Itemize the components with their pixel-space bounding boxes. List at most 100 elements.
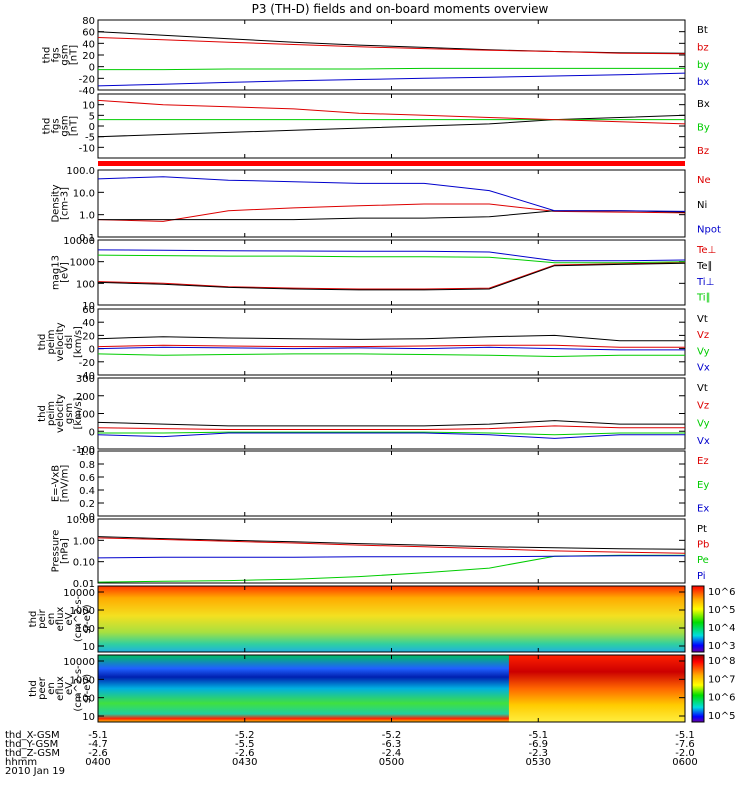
series-line xyxy=(97,37,686,55)
footer-value: 0430 xyxy=(232,757,257,768)
y-tick-label: 1.0 xyxy=(79,447,95,458)
series-line xyxy=(97,72,686,87)
panel-10: 10^8 10^7 10^6 10^5 10000 1000 100 10thdpeerene… xyxy=(28,654,735,723)
series-line xyxy=(97,254,686,264)
y-axis-label: thdpeerenefluxeV(cm^2-s-sr-eV) xyxy=(28,665,93,712)
y-tick-label: 1000 xyxy=(70,258,95,269)
legend-label: Vt xyxy=(697,383,708,394)
legend-label: Te⊥ xyxy=(696,245,716,256)
footer-value: -5.1 xyxy=(528,730,548,741)
y-tick-label: 1000 xyxy=(70,675,95,686)
spectrogram xyxy=(98,586,685,652)
footer-date: 2010 Jan 19 xyxy=(5,766,65,777)
legend-label: Vt xyxy=(697,314,708,325)
legend-label: Vy xyxy=(697,346,710,357)
y-tick-label: 0.4 xyxy=(79,486,95,497)
footer-value: -5.2 xyxy=(382,730,402,741)
colorbar-label: 10^5 xyxy=(708,711,735,722)
y-tick-label: 200 xyxy=(76,392,95,403)
legend-label: bz xyxy=(697,42,709,53)
legend-label: Ex xyxy=(697,504,709,515)
y-tick-label: 100 xyxy=(76,624,95,635)
footer-value: -2.4 xyxy=(382,748,402,759)
y-axis-label: Density[cm-3] xyxy=(51,184,71,222)
footer-value: 0400 xyxy=(85,757,110,768)
footer-value: -5.5 xyxy=(235,739,255,750)
panel-7: 1.0 0.8 0.6 0.4 0.2 0.0 E=-VxB[mV/m] Ez Ey Ex xyxy=(51,447,710,523)
legend-label: Pe xyxy=(697,555,709,566)
legend-label: Ne xyxy=(697,175,711,186)
y-tick-label: 0 xyxy=(89,63,95,74)
legend-label: Pb xyxy=(697,540,709,551)
series-line xyxy=(97,537,686,554)
y-tick-label: -20 xyxy=(79,74,95,85)
y-axis-label: mag13[eV] xyxy=(51,255,71,290)
panel-frame xyxy=(97,169,686,238)
footer-value: 0600 xyxy=(672,757,697,768)
legend-label: bx xyxy=(697,77,709,88)
legend-label: Vz xyxy=(697,401,709,412)
panel-frame xyxy=(97,308,686,376)
legend-label: by xyxy=(697,60,709,71)
legend-label: Vy xyxy=(697,418,710,429)
footer-value: -6.3 xyxy=(382,739,402,750)
footer-row-label: thd_Y-GSM xyxy=(5,739,58,750)
panel-6: 300 200 100 0 -100 thdpeimvelocitygsm[km/s] Vt… xyxy=(37,374,710,456)
y-tick-label: 1000 xyxy=(70,606,95,617)
y-axis-label: thdpeimvelocitydsl[km/s] xyxy=(37,322,84,361)
panel-frame xyxy=(97,450,686,517)
footer-value: -2.6 xyxy=(88,748,108,759)
legend-label: Bx xyxy=(697,99,710,110)
series-line xyxy=(97,334,685,342)
panels: 806040200-20-40thdfgsgsm[nT]Btbzbybx1050… xyxy=(28,16,735,723)
colorbar-label: 10^4 xyxy=(708,623,735,634)
panel-frame xyxy=(97,377,686,450)
footer-row-label: thd_X-GSM xyxy=(5,730,60,741)
legend-label: Bt xyxy=(697,25,708,36)
y-tick-label: 100 xyxy=(76,410,95,421)
series-line xyxy=(97,554,685,583)
footer-value: -5.2 xyxy=(235,730,255,741)
separator-bar xyxy=(98,161,685,166)
panel-frame xyxy=(97,93,686,159)
series-line xyxy=(97,31,686,54)
colorbar xyxy=(691,654,705,723)
series-line xyxy=(97,420,685,427)
spectrogram-hot-region xyxy=(508,655,685,722)
footer-value: -2.0 xyxy=(675,748,695,759)
series-line xyxy=(97,176,686,212)
y-tick-label: -40 xyxy=(79,371,95,382)
colorbar xyxy=(691,585,705,653)
y-tick-label: 10000 xyxy=(63,588,95,599)
colorbar-label: 10^6 xyxy=(708,693,735,704)
y-tick-label: 100 xyxy=(76,279,95,290)
y-tick-label: -5 xyxy=(85,133,95,144)
legend-label: Pt xyxy=(697,524,707,535)
y-tick-label: 10000 xyxy=(63,657,95,668)
series-line xyxy=(97,114,686,138)
series-line xyxy=(97,353,685,358)
y-tick-label: 10 xyxy=(82,642,95,653)
colorbar-label: 10^8 xyxy=(708,656,735,667)
series-line xyxy=(97,346,685,351)
y-axis-label: thdpeimvelocitygsm[km/s] xyxy=(37,394,84,433)
series-line xyxy=(98,431,685,436)
series-line xyxy=(97,249,686,262)
legend-label: Ti⊥ xyxy=(696,277,714,288)
y-tick-label: 10 xyxy=(82,101,95,112)
series-line xyxy=(97,555,685,559)
y-tick-label: 5 xyxy=(89,111,95,122)
y-tick-label: 0.0 xyxy=(79,512,95,523)
y-tick-label: 60 xyxy=(82,28,95,39)
footer-value: -2.3 xyxy=(528,748,548,759)
y-tick-label: 10.00 xyxy=(66,515,95,526)
legend-label: Bz xyxy=(697,146,709,157)
y-tick-label: 0.2 xyxy=(79,499,95,510)
footer-row-label: thd_Z-GSM xyxy=(5,748,60,759)
colorbar-label: 10^5 xyxy=(708,605,735,616)
series-line xyxy=(97,203,686,222)
y-tick-label: 1.00 xyxy=(73,536,95,547)
panel-frame xyxy=(97,239,686,306)
